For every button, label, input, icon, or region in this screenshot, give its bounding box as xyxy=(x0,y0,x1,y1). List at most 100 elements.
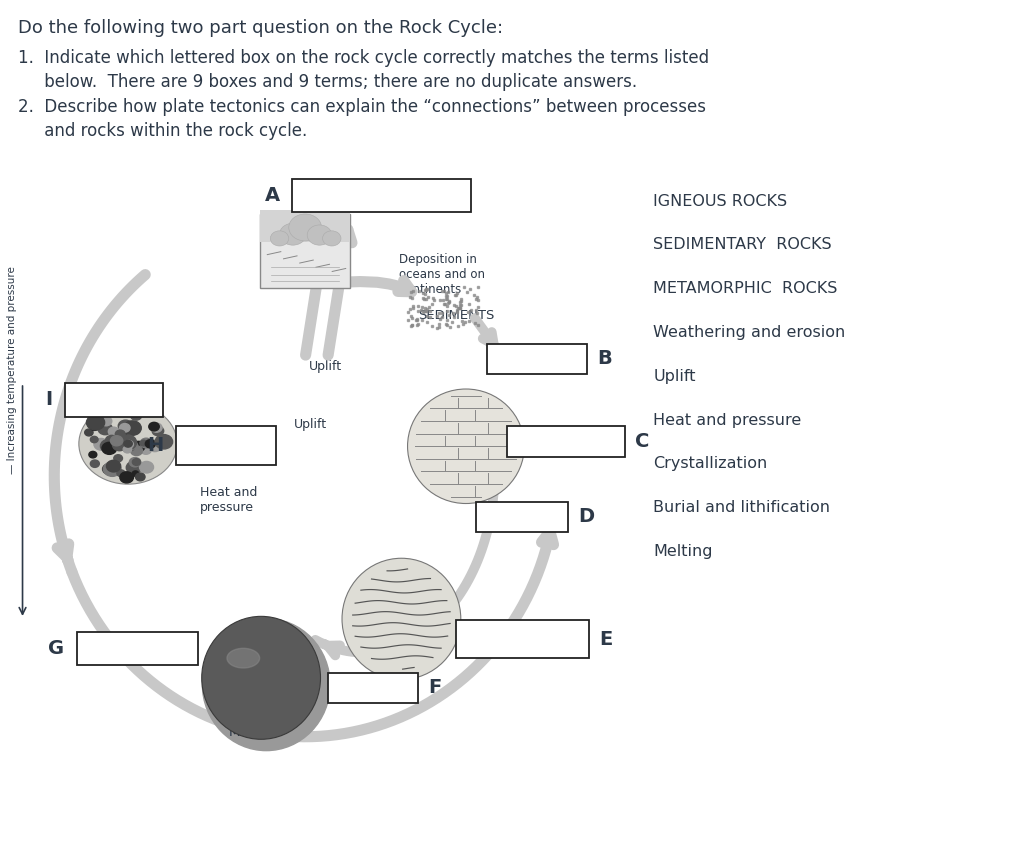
Circle shape xyxy=(129,442,137,449)
Ellipse shape xyxy=(202,616,321,739)
Text: B: B xyxy=(597,349,611,368)
Circle shape xyxy=(120,472,133,483)
Circle shape xyxy=(148,423,160,431)
Circle shape xyxy=(102,464,116,474)
Text: MAGMA: MAGMA xyxy=(228,726,280,738)
Circle shape xyxy=(270,231,289,246)
Circle shape xyxy=(120,439,135,451)
Circle shape xyxy=(151,424,162,432)
Circle shape xyxy=(117,470,125,477)
Bar xyxy=(260,214,350,288)
Circle shape xyxy=(280,223,306,245)
Circle shape xyxy=(109,427,119,436)
Circle shape xyxy=(90,460,99,467)
Circle shape xyxy=(307,225,332,245)
Text: below.  There are 9 boxes and 9 terms; there are no duplicate answers.: below. There are 9 boxes and 9 terms; th… xyxy=(18,73,638,91)
Circle shape xyxy=(98,423,113,434)
Circle shape xyxy=(145,440,156,448)
Circle shape xyxy=(116,430,125,438)
Circle shape xyxy=(94,439,109,450)
Circle shape xyxy=(85,429,93,436)
Circle shape xyxy=(89,451,97,458)
Bar xyxy=(507,426,625,457)
Circle shape xyxy=(121,441,132,450)
Circle shape xyxy=(131,411,141,420)
Circle shape xyxy=(124,421,141,435)
Ellipse shape xyxy=(203,619,330,750)
Circle shape xyxy=(90,424,98,430)
Circle shape xyxy=(120,424,130,432)
Circle shape xyxy=(153,426,164,435)
Circle shape xyxy=(114,455,123,461)
Text: Uplift: Uplift xyxy=(309,360,342,373)
Text: Uplift: Uplift xyxy=(653,369,696,384)
Circle shape xyxy=(140,438,153,448)
Text: Heat and
pressure: Heat and pressure xyxy=(200,486,257,514)
Text: I: I xyxy=(45,391,52,409)
Circle shape xyxy=(323,231,341,246)
Text: 1.  Indicate which lettered box on the rock cycle correctly matches the terms li: 1. Indicate which lettered box on the ro… xyxy=(18,49,710,67)
Circle shape xyxy=(118,437,128,445)
Circle shape xyxy=(106,461,121,472)
Bar xyxy=(65,383,163,417)
Circle shape xyxy=(135,473,145,481)
Circle shape xyxy=(155,434,173,449)
Bar xyxy=(456,620,589,658)
Text: METAMORPHIC  ROCKS: METAMORPHIC ROCKS xyxy=(653,281,838,296)
Text: Melting: Melting xyxy=(653,544,713,559)
Ellipse shape xyxy=(227,648,260,668)
Circle shape xyxy=(139,461,154,473)
Ellipse shape xyxy=(408,389,524,504)
Text: Uplift: Uplift xyxy=(294,418,327,430)
Circle shape xyxy=(79,403,177,484)
Circle shape xyxy=(105,435,118,445)
Circle shape xyxy=(289,214,322,241)
Text: and rocks within the rock cycle.: and rocks within the rock cycle. xyxy=(18,122,307,140)
Circle shape xyxy=(140,440,147,446)
Circle shape xyxy=(100,440,116,452)
Text: H: H xyxy=(147,436,164,455)
Circle shape xyxy=(130,445,142,456)
Bar xyxy=(487,344,587,374)
Circle shape xyxy=(111,435,123,445)
Text: 2.  Describe how plate tectonics can explain the “connections” between processes: 2. Describe how plate tectonics can expl… xyxy=(18,98,707,115)
Text: SEDIMENTS: SEDIMENTS xyxy=(418,309,495,322)
Text: Crystallization: Crystallization xyxy=(653,456,768,472)
Circle shape xyxy=(126,461,141,474)
Bar xyxy=(176,426,276,465)
Circle shape xyxy=(113,439,127,450)
Circle shape xyxy=(114,407,126,417)
Circle shape xyxy=(132,459,140,466)
Circle shape xyxy=(124,440,133,448)
Circle shape xyxy=(147,440,162,451)
Circle shape xyxy=(121,432,128,438)
Circle shape xyxy=(119,435,136,450)
Circle shape xyxy=(86,415,104,430)
Circle shape xyxy=(90,436,98,443)
Text: Burial and lithification: Burial and lithification xyxy=(653,500,830,515)
Text: Do the following two part question on the Rock Cycle:: Do the following two part question on th… xyxy=(18,19,504,36)
Circle shape xyxy=(102,442,117,455)
Circle shape xyxy=(103,461,121,477)
Text: Heat and pressure: Heat and pressure xyxy=(653,413,802,428)
Text: — Increasing temperature and pressure: — Increasing temperature and pressure xyxy=(7,267,17,474)
Text: A: A xyxy=(264,186,280,205)
Text: Weathering and erosion: Weathering and erosion xyxy=(653,325,846,340)
Text: G: G xyxy=(48,639,65,658)
Bar xyxy=(328,673,418,703)
Circle shape xyxy=(132,441,145,451)
Circle shape xyxy=(118,420,133,432)
Text: F: F xyxy=(428,679,441,697)
Text: D: D xyxy=(579,508,595,526)
Circle shape xyxy=(140,445,152,455)
Ellipse shape xyxy=(342,558,461,679)
Circle shape xyxy=(132,471,138,477)
Text: IGNEOUS ROCKS: IGNEOUS ROCKS xyxy=(653,194,787,209)
Circle shape xyxy=(124,440,132,447)
Text: SEDIMENTARY  ROCKS: SEDIMENTARY ROCKS xyxy=(653,237,831,253)
Text: E: E xyxy=(599,630,612,648)
Circle shape xyxy=(129,457,140,466)
Circle shape xyxy=(122,441,132,450)
Circle shape xyxy=(124,440,132,447)
Bar xyxy=(292,179,471,212)
